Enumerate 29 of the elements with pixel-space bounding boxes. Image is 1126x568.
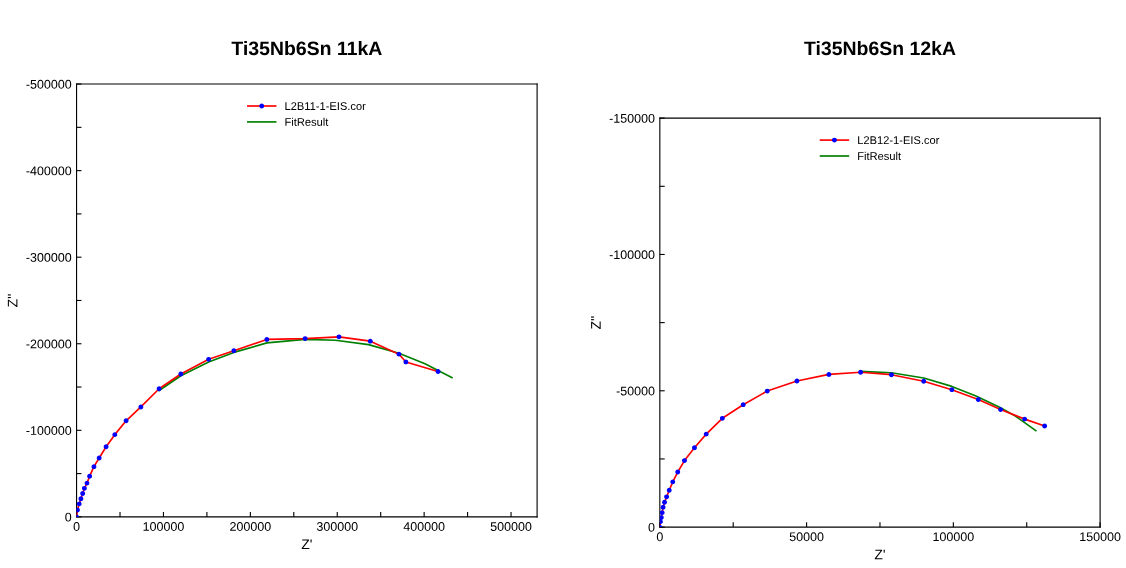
y-tick-label: -400000 xyxy=(26,166,72,176)
y-tick-label: -500000 xyxy=(26,79,72,89)
y-tick-label: -300000 xyxy=(26,252,72,262)
chart-title: Ti35Nb6Sn 11kA xyxy=(231,40,382,56)
x-axis-title: Z' xyxy=(874,549,885,560)
legend-label: L2B11-1-EIS.cor xyxy=(285,102,366,110)
x-axis-title: Z' xyxy=(301,539,312,550)
legend-label: FitResult xyxy=(285,117,329,126)
y-axis-title: Z'' xyxy=(7,294,18,307)
y-tick-label: -150000 xyxy=(609,113,655,123)
x-tick-label: 300000 xyxy=(316,522,358,531)
x-tick-label: 100000 xyxy=(933,532,974,542)
y-tick-label: -100000 xyxy=(609,250,655,260)
y-tick-label: -100000 xyxy=(26,426,72,435)
x-tick-label: 200000 xyxy=(230,522,271,531)
y-axis-title: Z'' xyxy=(591,316,601,330)
x-tick-label: 100000 xyxy=(143,522,184,531)
y-tick-label: -200000 xyxy=(26,339,72,349)
x-tick-label: 500000 xyxy=(490,522,532,531)
legend-label: L2B12-1-EIS.cor xyxy=(858,136,940,145)
chart-title: Ti35Nb6Sn 12kA xyxy=(804,40,956,56)
x-tick-label: 0 xyxy=(73,522,80,531)
x-tick-label: 0 xyxy=(656,532,663,542)
y-tick-label: 0 xyxy=(65,512,72,522)
x-tick-label: 400000 xyxy=(403,522,445,531)
x-tick-label: 50000 xyxy=(789,532,824,542)
x-tick-label: 150000 xyxy=(1080,532,1121,542)
y-tick-label: -50000 xyxy=(616,386,655,396)
legend-label: FitResult xyxy=(858,151,901,160)
